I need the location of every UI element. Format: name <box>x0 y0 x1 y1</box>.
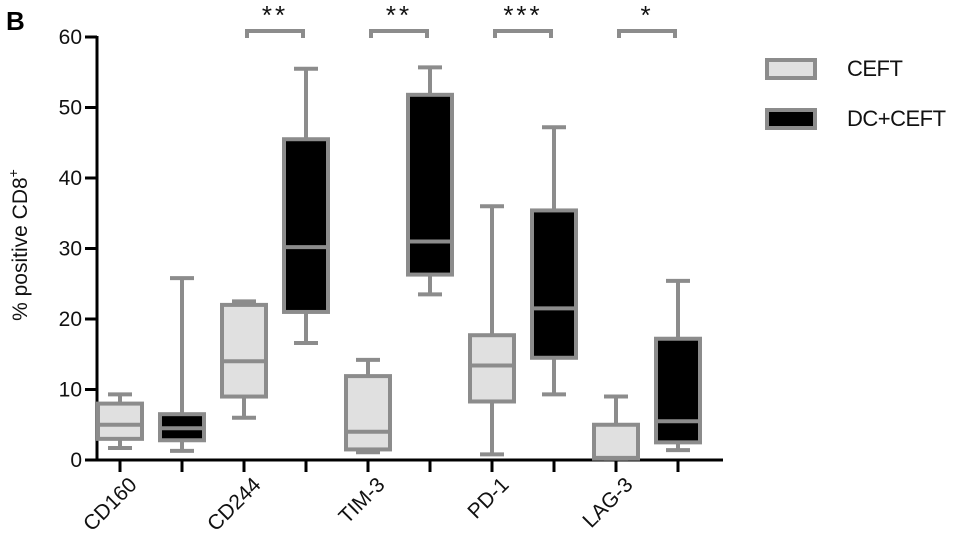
box-lag-3-ceft <box>592 394 640 461</box>
x-axis: CD160 CD244 TIM-3 PD-1 LAG-3 <box>79 458 723 536</box>
box-iqr <box>406 92 454 277</box>
box-iqr <box>282 137 330 314</box>
significance-bracket <box>369 29 429 38</box>
box-cd160-dc-ceft <box>158 276 206 453</box>
box-series <box>96 65 702 461</box>
legend-item-ceft: CEFT <box>765 44 946 94</box>
box-iqr <box>530 208 578 360</box>
y-axis: 0 10 20 30 40 50 60 <box>59 26 99 472</box>
panel-label: B <box>6 6 25 36</box>
x-tick-label: CD160 <box>79 473 141 535</box>
legend-swatch-ceft <box>765 58 817 80</box>
box-cd244-dc-ceft <box>282 66 330 345</box>
box-pd-1-dc-ceft <box>530 125 578 397</box>
box-lag-3-dc-ceft <box>654 278 702 453</box>
significance-stars: ** <box>262 0 288 30</box>
y-axis-label-superscript: + <box>5 169 21 177</box>
box-iqr <box>468 333 516 404</box>
y-tick-label: 50 <box>59 97 82 120</box>
significance-annotations: ** ** *** * <box>245 0 677 38</box>
legend-label: CEFT <box>847 56 903 81</box>
box-iqr <box>96 401 144 441</box>
significance-stars: * <box>640 0 653 30</box>
y-tick-label: 0 <box>70 449 82 472</box>
x-tick-label: LAG-3 <box>578 473 637 532</box>
significance-bracket <box>245 29 305 38</box>
significance-bracket <box>617 29 677 38</box>
x-tick-label: CD244 <box>203 473 266 536</box>
y-tick-label: 10 <box>59 379 82 402</box>
y-tick-label: 40 <box>59 167 82 190</box>
box-cd160-ceft <box>96 392 144 451</box>
box-iqr <box>220 302 268 399</box>
x-tick-label: PD-1 <box>463 473 513 523</box>
box-iqr <box>344 374 392 452</box>
y-axis-label: % positive CD8+ <box>5 169 32 321</box>
y-tick-label: 30 <box>59 238 82 261</box>
significance-stars: *** <box>503 0 542 30</box>
y-tick-label: 60 <box>59 26 82 49</box>
legend-swatch-dc-ceft <box>765 108 817 130</box>
y-tick-label: 20 <box>59 308 82 331</box>
box-iqr <box>592 422 640 461</box>
legend: CEFT DC+CEFT <box>765 44 946 144</box>
x-tick-label: TIM-3 <box>335 473 390 528</box>
box-iqr <box>654 336 702 445</box>
box-tim-3-ceft <box>344 357 392 455</box>
legend-label: DC+CEFT <box>847 106 946 131</box>
box-cd244-ceft <box>220 299 268 420</box>
significance-bracket <box>493 29 553 38</box>
box-pd-1-ceft <box>468 204 516 457</box>
box-tim-3-dc-ceft <box>406 65 454 297</box>
significance-stars: ** <box>386 0 412 30</box>
legend-item-dc-ceft: DC+CEFT <box>765 94 946 144</box>
